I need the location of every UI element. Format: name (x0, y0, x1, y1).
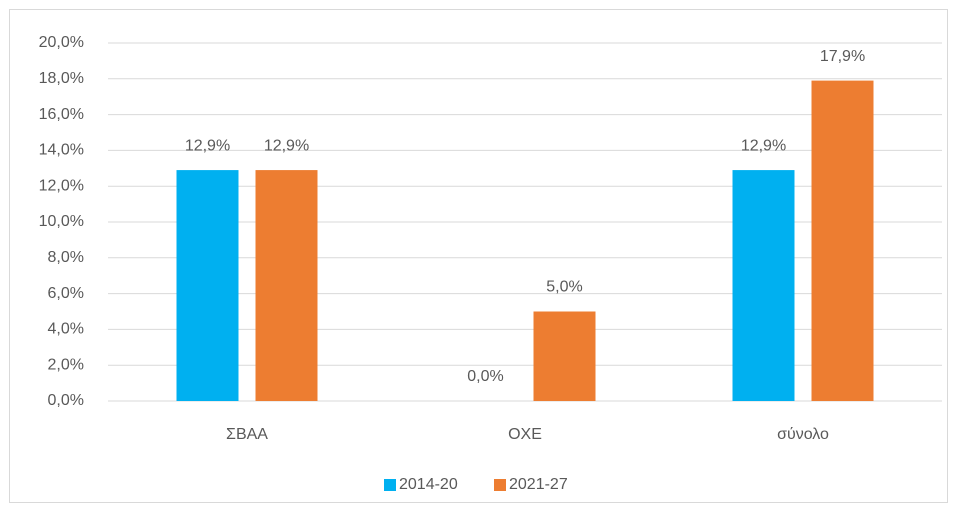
y-tick-label: 14,0% (39, 142, 84, 159)
legend-label: 2014-20 (399, 476, 458, 493)
y-tick-label: 4,0% (48, 321, 84, 338)
y-tick-label: 18,0% (39, 70, 84, 87)
x-tick-label: σύνολο (777, 426, 829, 443)
bar (732, 170, 795, 401)
y-tick-label: 20,0% (39, 34, 84, 51)
bar (176, 170, 239, 401)
data-label: 12,9% (741, 137, 786, 154)
data-label: 5,0% (546, 279, 582, 296)
legend-label: 2021-27 (509, 476, 568, 493)
y-tick-label: 8,0% (48, 249, 84, 266)
x-tick-label: ΣΒΑΑ (226, 426, 268, 443)
data-label: 12,9% (185, 137, 230, 154)
y-tick-label: 2,0% (48, 356, 84, 373)
y-tick-label: 6,0% (48, 285, 84, 302)
y-tick-label: 0,0% (48, 392, 84, 409)
legend-swatch (494, 479, 506, 491)
y-tick-label: 12,0% (39, 177, 84, 194)
y-tick-label: 16,0% (39, 106, 84, 123)
data-label: 17,9% (820, 48, 865, 65)
bar (255, 170, 318, 401)
x-tick-label: ΟΧΕ (508, 426, 542, 443)
bar (811, 80, 874, 401)
bar (533, 311, 596, 401)
data-label: 0,0% (467, 368, 503, 385)
y-tick-label: 10,0% (39, 213, 84, 230)
legend-swatch (384, 479, 396, 491)
data-label: 12,9% (264, 137, 309, 154)
